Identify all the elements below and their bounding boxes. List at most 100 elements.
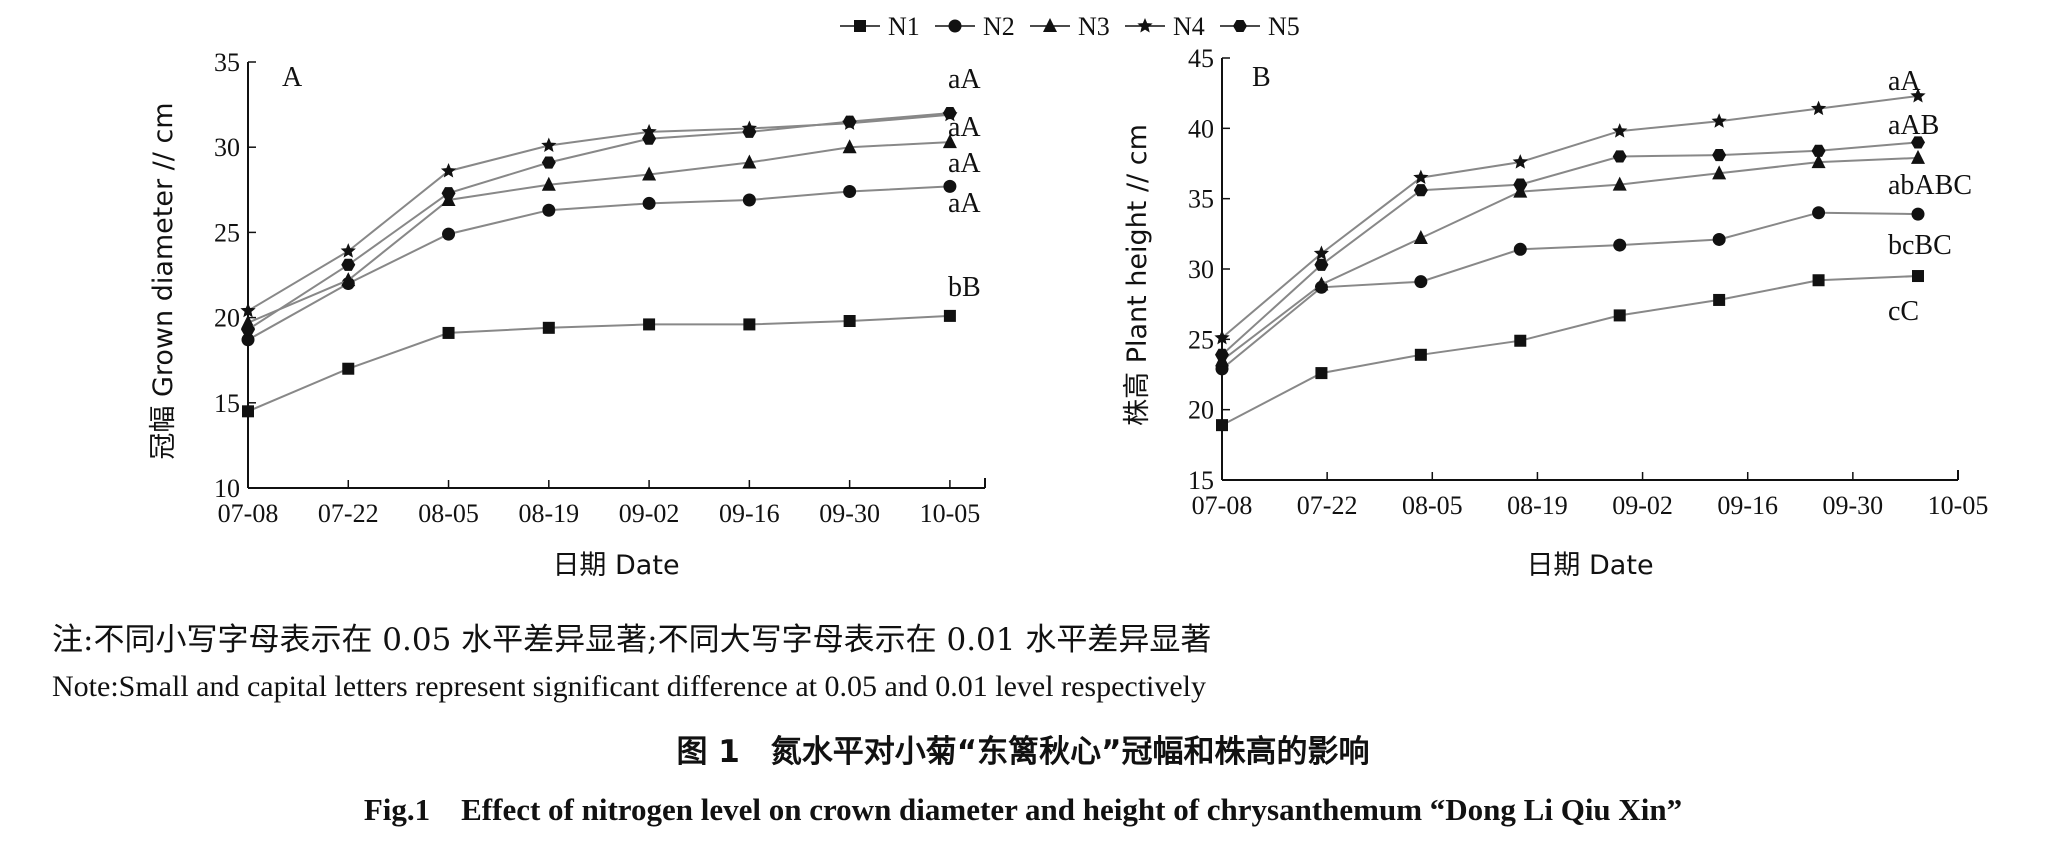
data-point — [1811, 144, 1826, 157]
data-point — [542, 321, 555, 334]
x-tick-label: 09-02 — [1612, 491, 1673, 520]
legend-marker — [948, 19, 962, 33]
legend-label: N1 — [888, 12, 920, 41]
x-tick-label: 09-16 — [1717, 491, 1778, 520]
significance-label: aA — [948, 112, 981, 143]
significance-label: aA — [1888, 66, 1921, 97]
data-point — [341, 272, 356, 287]
data-point — [943, 179, 957, 193]
y-tick-label: 10 — [214, 474, 240, 503]
legend-label: N5 — [1268, 12, 1300, 41]
data-point — [1812, 274, 1825, 287]
legend-label: N4 — [1173, 12, 1205, 41]
x-tick-label: 08-19 — [1507, 491, 1568, 520]
data-point — [1612, 150, 1627, 163]
series-line — [247, 112, 950, 331]
significance-label: aA — [948, 64, 981, 95]
y-tick-label: 15 — [1188, 466, 1214, 495]
data-point — [1612, 176, 1627, 191]
data-point — [442, 227, 456, 241]
x-tick-label: 09-16 — [719, 499, 780, 528]
data-point — [1612, 123, 1628, 138]
panel-letter: A — [282, 62, 303, 93]
data-point — [1712, 232, 1726, 246]
x-tick-label: 10-05 — [1928, 491, 1989, 520]
y-tick-label: 20 — [214, 304, 240, 333]
data-point — [542, 203, 556, 217]
series-n5 — [241, 107, 957, 336]
significance-label: bB — [948, 272, 981, 303]
significance-label: bcBC — [1888, 230, 1952, 261]
data-point — [743, 318, 756, 331]
data-point — [1414, 348, 1427, 361]
data-point — [1911, 149, 1925, 164]
chart-svg: N1 N2 N3 N4 N5 10 15 20 25 30 35 07-08 07-22 08-05 08-… — [148, 12, 1989, 581]
legend-marker — [1137, 18, 1153, 33]
caption-chinese: 图 1 氮水平对小菊“东篱秋心”冠幅和株高的影响 — [676, 734, 1370, 770]
data-point — [1215, 348, 1229, 361]
legend-item-n5: N5 — [1220, 12, 1300, 41]
series-n3 — [241, 134, 957, 329]
y-axis-label: 冠幅 Grown diameter // cm — [148, 102, 179, 459]
x-tick-label: 07-22 — [318, 499, 379, 528]
y-tick-label: 30 — [214, 133, 240, 162]
note-chinese: 注:不同小写字母表示在 0.05 水平差异显著;不同大写字母表示在 0.01 水… — [52, 622, 1212, 658]
data-point — [1514, 334, 1527, 347]
panel-a: 10 15 20 25 30 35 07-08 07-22 08-05 08-19 09-02 09-… — [148, 48, 986, 581]
x-tick-label: 09-30 — [819, 499, 880, 528]
legend-marker — [854, 20, 866, 32]
data-point — [642, 132, 657, 145]
data-point — [1911, 136, 1925, 149]
legend-item-n1: N1 — [840, 12, 920, 41]
data-point — [1613, 309, 1626, 322]
y-tick-label: 45 — [1188, 44, 1214, 73]
significance-label: aAB — [1888, 110, 1939, 141]
data-point — [240, 302, 256, 318]
data-point — [1712, 165, 1727, 180]
significance-label: cC — [1888, 296, 1919, 327]
significance-label: aA — [948, 148, 981, 179]
y-tick-label: 25 — [1188, 325, 1214, 354]
data-point — [1413, 184, 1428, 197]
x-tick-label: 08-19 — [518, 499, 579, 528]
data-point — [643, 318, 656, 331]
data-point — [742, 125, 757, 138]
legend-item-n3: N3 — [1030, 12, 1110, 41]
data-point — [1414, 275, 1428, 289]
x-tick-label: 10-05 — [920, 499, 981, 528]
legend-item-n2: N2 — [935, 12, 1015, 41]
data-point — [943, 309, 956, 322]
legend-label: N3 — [1078, 12, 1110, 41]
y-tick-label: 35 — [1188, 185, 1214, 214]
data-point — [942, 107, 957, 120]
x-tick-label: 07-08 — [218, 499, 279, 528]
series-line — [247, 141, 950, 324]
series-n1 — [1216, 270, 1924, 432]
caption-english: Fig.1 Effect of nitrogen level on crown … — [363, 792, 1683, 827]
data-point — [1811, 154, 1826, 169]
x-tick-label: 07-08 — [1192, 491, 1253, 520]
data-point — [1513, 242, 1527, 256]
data-point — [1812, 206, 1826, 220]
data-point — [341, 258, 356, 271]
x-tick-label: 08-05 — [418, 499, 479, 528]
significance-label: abABC — [1888, 170, 1972, 201]
y-tick-label: 30 — [1188, 255, 1214, 284]
series-n2 — [1215, 206, 1925, 376]
data-point — [442, 326, 455, 339]
legend-item-n4: N4 — [1125, 12, 1205, 41]
note-english: Note:Small and capital letters represent… — [52, 670, 1207, 703]
data-point — [1313, 245, 1330, 260]
data-point — [843, 185, 857, 199]
data-point — [1513, 178, 1528, 191]
data-point — [642, 166, 657, 181]
x-tick-label: 08-05 — [1402, 491, 1463, 520]
data-point — [541, 176, 556, 191]
data-point — [1711, 113, 1727, 128]
series-line — [1221, 141, 1919, 356]
legend-label: N2 — [983, 12, 1015, 41]
series-n1 — [242, 309, 956, 418]
data-point — [1413, 169, 1429, 185]
data-point — [441, 187, 456, 200]
data-point — [1712, 149, 1727, 162]
